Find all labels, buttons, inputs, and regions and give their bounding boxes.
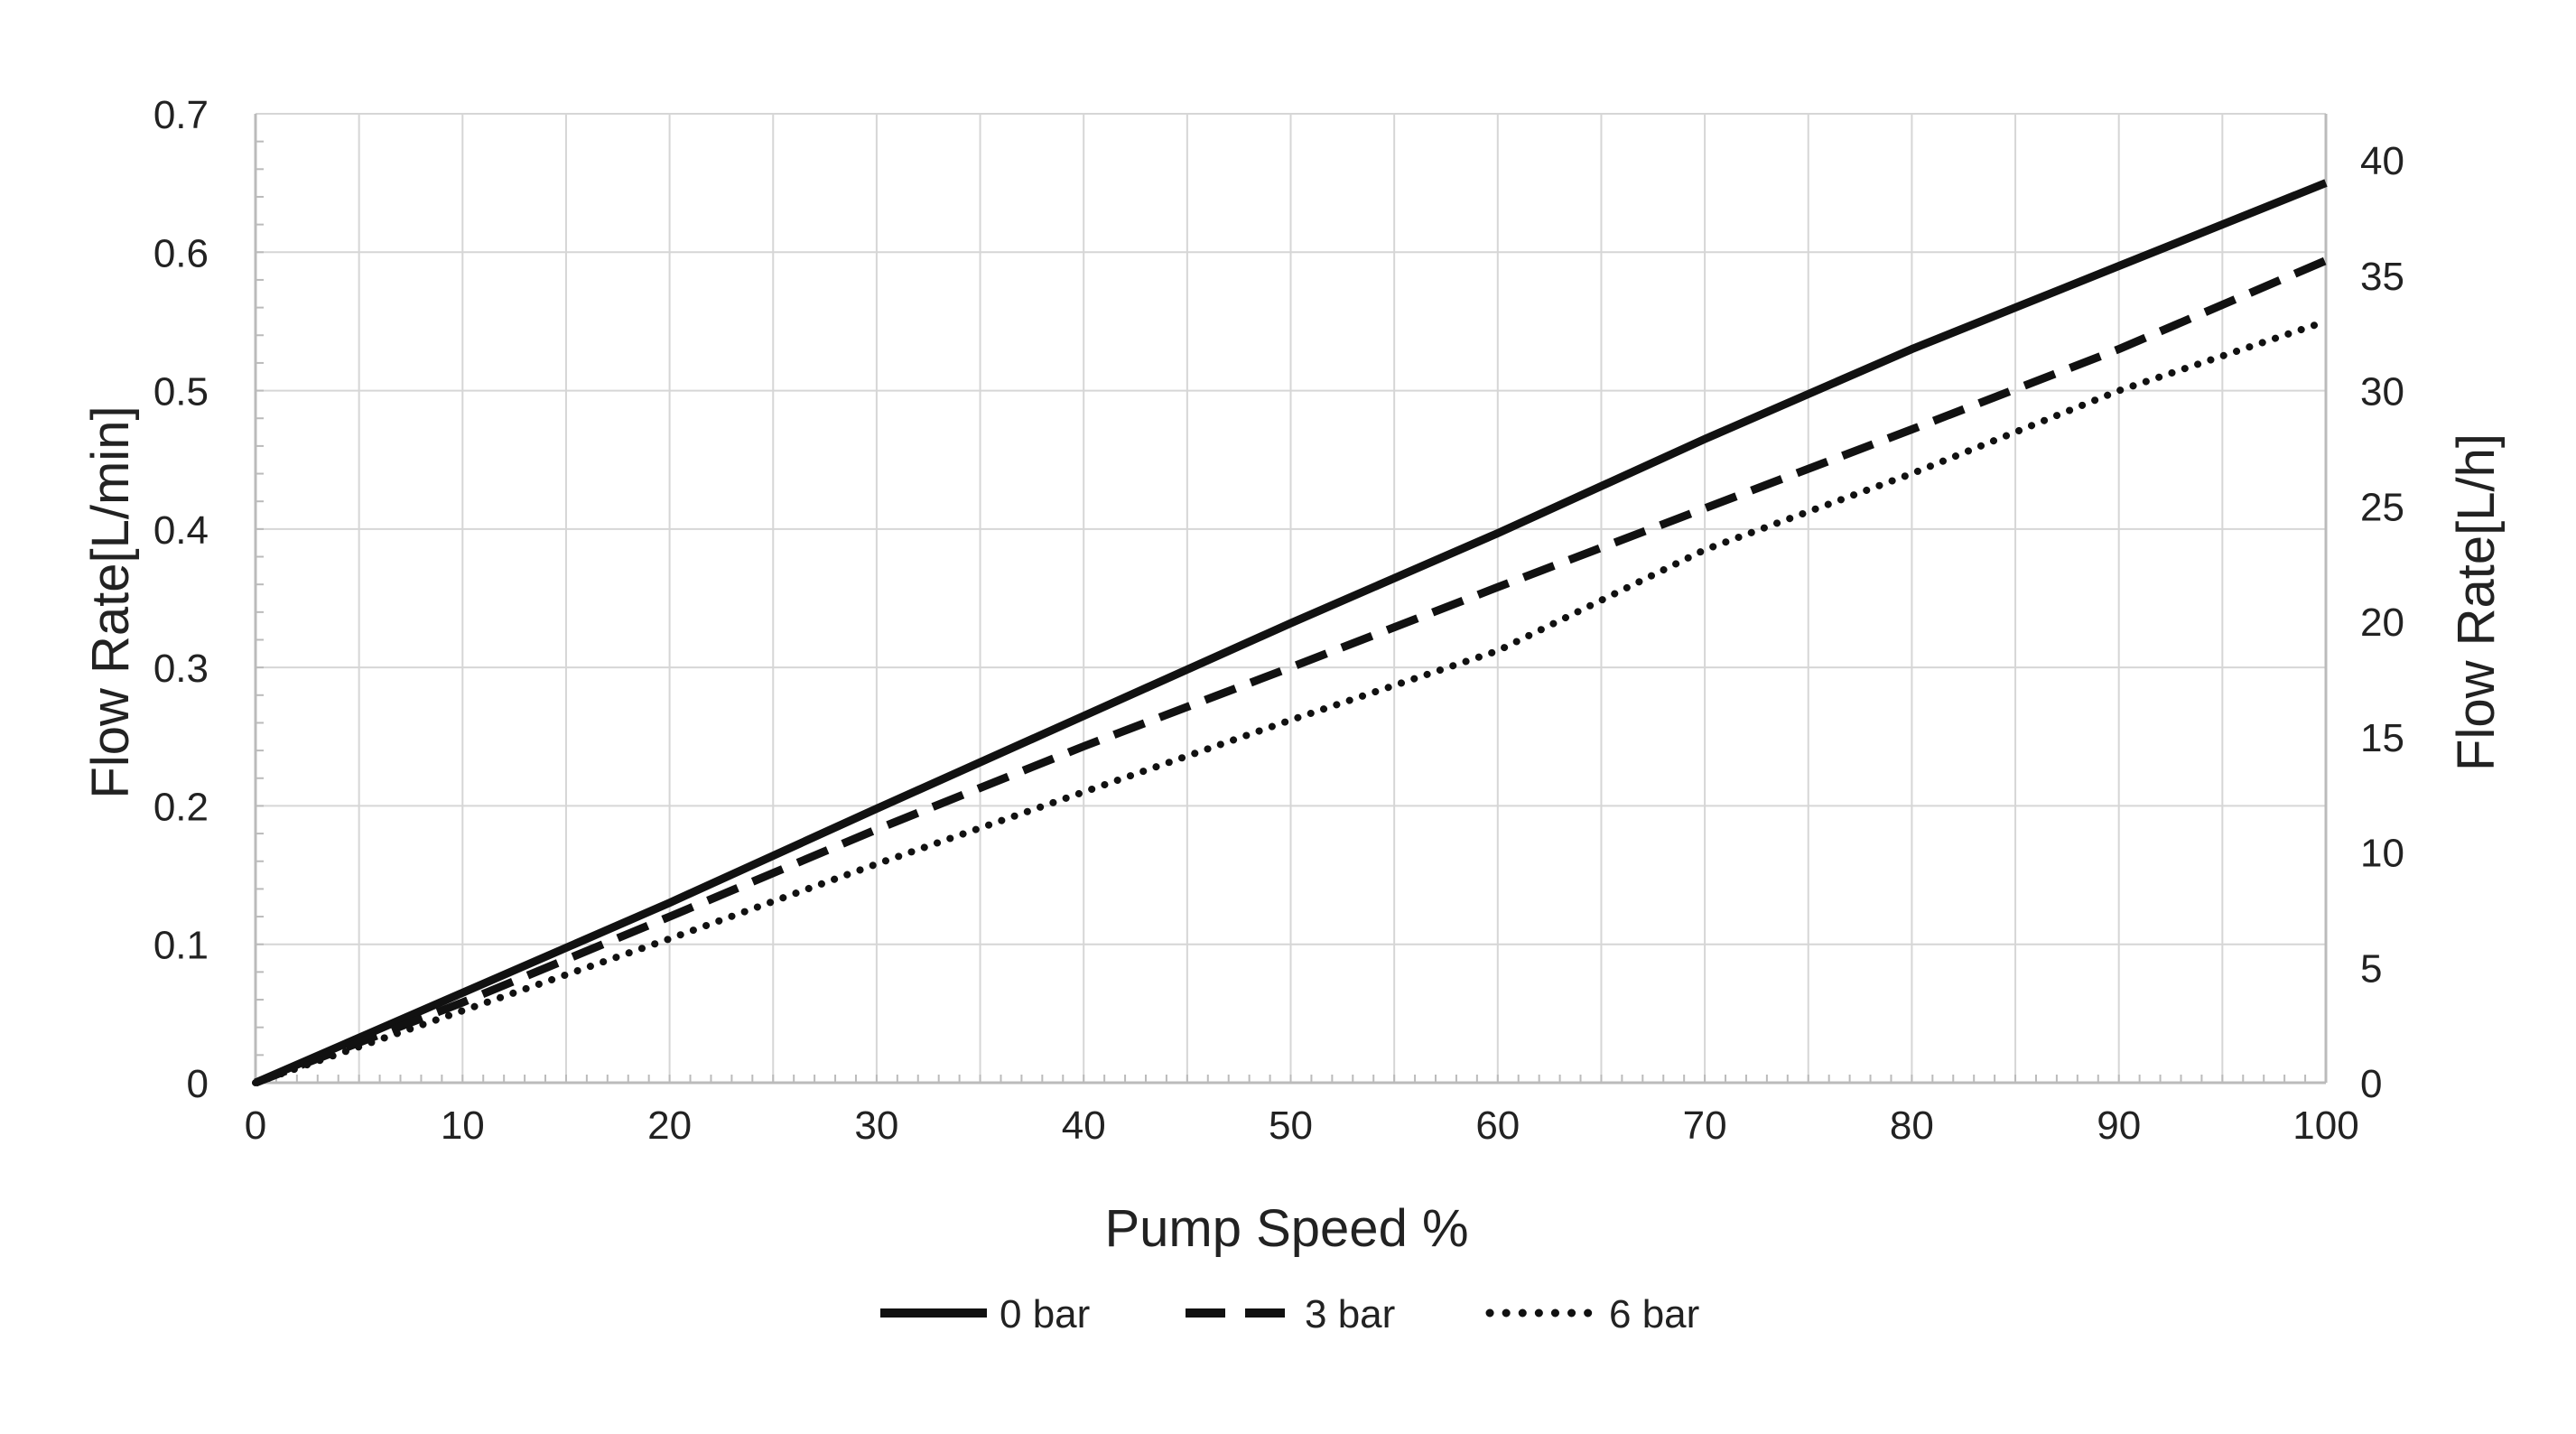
x-tick-label: 0 bbox=[245, 1103, 266, 1148]
x-tick-label: 50 bbox=[1269, 1103, 1313, 1148]
x-tick-label: 20 bbox=[647, 1103, 692, 1148]
x-tick-label: 70 bbox=[1683, 1103, 1727, 1148]
legend-label: 3 bar bbox=[1305, 1292, 1395, 1336]
y2-tick-label: 40 bbox=[2360, 139, 2404, 183]
x-tick-label: 30 bbox=[854, 1103, 898, 1148]
y2-tick-label: 15 bbox=[2360, 716, 2404, 760]
y2-tick-label: 30 bbox=[2360, 370, 2404, 414]
y2-tick-label: 25 bbox=[2360, 485, 2404, 529]
x-tick-label: 10 bbox=[441, 1103, 485, 1148]
x-tick-label: 40 bbox=[1062, 1103, 1106, 1148]
y-tick-label: 0.7 bbox=[153, 93, 209, 137]
y-tick-label: 0.3 bbox=[153, 647, 209, 691]
y-tick-label: 0.6 bbox=[153, 231, 209, 275]
y2-tick-label: 10 bbox=[2360, 832, 2404, 876]
x-tick-label: 80 bbox=[1890, 1103, 1934, 1148]
y2-tick-label: 35 bbox=[2360, 255, 2404, 299]
x-tick-label: 90 bbox=[2097, 1103, 2141, 1148]
y-axis-label: Flow Rate[L/min] bbox=[81, 405, 140, 798]
y2-axis-label: Flow Rate[L/h] bbox=[2447, 433, 2506, 771]
x-tick-label: 60 bbox=[1475, 1103, 1520, 1148]
y2-tick-label: 0 bbox=[2360, 1062, 2382, 1106]
legend-label: 6 bar bbox=[1609, 1292, 1699, 1336]
y-tick-label: 0.2 bbox=[153, 785, 209, 829]
y2-tick-label: 20 bbox=[2360, 601, 2404, 645]
x-axis-label: Pump Speed % bbox=[1104, 1199, 1468, 1258]
y-tick-label: 0 bbox=[187, 1062, 209, 1106]
y-tick-label: 0.1 bbox=[153, 924, 209, 968]
y-tick-label: 0.5 bbox=[153, 370, 209, 414]
y-tick-label: 0.4 bbox=[153, 508, 209, 553]
legend: 0 bar 3 bar 6 bar bbox=[880, 1292, 1699, 1336]
axes bbox=[254, 114, 2328, 1085]
series-lines bbox=[252, 179, 2330, 1087]
grid bbox=[256, 113, 2327, 1083]
y2-tick-label: 5 bbox=[2360, 946, 2382, 991]
legend-label: 0 bar bbox=[1000, 1292, 1090, 1336]
tick-labels: 0 10 20 30 40 50 60 70 80 90 10000.10.20.30.40.50.… bbox=[153, 93, 2404, 1148]
series-line bbox=[254, 179, 2328, 1087]
x-tick-label: 100 bbox=[2292, 1103, 2358, 1148]
series-line bbox=[252, 317, 2330, 1086]
series-line bbox=[254, 256, 2328, 1087]
